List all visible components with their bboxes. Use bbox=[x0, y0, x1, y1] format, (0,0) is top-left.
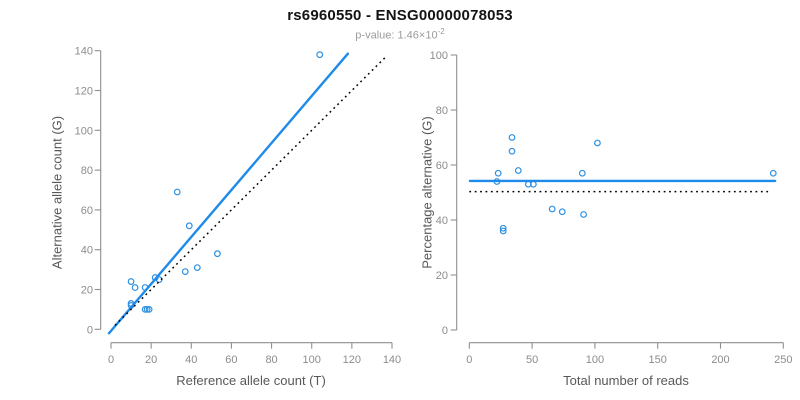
data-point bbox=[213, 250, 221, 258]
y-tick-label: 60 bbox=[436, 160, 448, 172]
data-point bbox=[514, 167, 522, 174]
data-point bbox=[499, 227, 507, 235]
x-tick-label: 100 bbox=[586, 354, 604, 366]
data-point bbox=[499, 224, 507, 232]
x-tick-label: 120 bbox=[343, 354, 361, 366]
p-value-exponent: -2 bbox=[437, 27, 445, 36]
right-plot: 0 20 40 60 80 100 0 50 100 150 200 250 bbox=[430, 50, 793, 366]
identity-line bbox=[114, 56, 387, 326]
y-tick-label: 100 bbox=[430, 50, 448, 62]
y-tick-label: 60 bbox=[81, 205, 93, 217]
data-point bbox=[508, 147, 516, 155]
data-point bbox=[769, 169, 777, 177]
regression-line bbox=[107, 52, 350, 335]
y-tick-label: 140 bbox=[75, 46, 93, 58]
y-tick-label: 120 bbox=[75, 86, 93, 98]
data-point bbox=[145, 306, 153, 313]
x-tick-label: 20 bbox=[145, 354, 157, 366]
data-point bbox=[185, 222, 193, 230]
x-tick-label: 150 bbox=[649, 354, 667, 366]
data-point bbox=[181, 268, 189, 275]
left-plot: 0 20 40 60 80 100 120 140 0 20 40 60 80 100 120 140 bbox=[75, 46, 402, 366]
data-point bbox=[594, 139, 601, 147]
y-tick-label: 20 bbox=[81, 285, 93, 297]
data-point bbox=[578, 169, 586, 177]
data-point bbox=[558, 208, 566, 216]
data-point bbox=[508, 134, 516, 141]
data-point bbox=[141, 306, 149, 313]
x-tick-label: 50 bbox=[526, 354, 538, 366]
data-point bbox=[127, 278, 135, 285]
data-point bbox=[173, 188, 181, 196]
page-title: rs6960550 - ENSG00000078053 bbox=[287, 7, 513, 24]
data-point bbox=[580, 211, 587, 218]
y-tick-label: 80 bbox=[436, 105, 448, 117]
y-tick-label: 80 bbox=[81, 165, 93, 177]
right-x-axis-title: Total number of reads bbox=[563, 373, 689, 388]
x-tick-label: 60 bbox=[225, 354, 237, 366]
data-point bbox=[131, 284, 139, 291]
y-tick-label: 40 bbox=[81, 245, 93, 257]
x-tick-label: 0 bbox=[466, 354, 472, 366]
x-tick-label: 0 bbox=[108, 354, 114, 366]
p-value-subtitle: p-value: 1.46×10-2 bbox=[0, 27, 800, 42]
data-point bbox=[548, 205, 556, 213]
x-tick-label: 40 bbox=[185, 354, 197, 366]
data-point bbox=[316, 51, 324, 59]
x-tick-label: 100 bbox=[303, 354, 321, 366]
y-tick-label: 0 bbox=[442, 325, 448, 337]
left-x-axis-title: Reference allele count (T) bbox=[176, 373, 326, 388]
x-tick-label: 200 bbox=[711, 354, 729, 366]
left-y-axis-title: Alternative allele count (G) bbox=[49, 115, 65, 270]
data-point bbox=[193, 264, 201, 272]
right-y-axis-title: Percentage alternative (G) bbox=[419, 116, 435, 269]
p-value-text: p-value: 1.46×10 bbox=[355, 29, 438, 42]
y-tick-label: 100 bbox=[75, 125, 93, 137]
x-tick-label: 250 bbox=[774, 354, 792, 366]
y-tick-label: 20 bbox=[436, 270, 448, 282]
y-tick-label: 40 bbox=[436, 215, 448, 227]
data-point bbox=[494, 169, 502, 177]
y-tick-label: 0 bbox=[87, 324, 93, 336]
x-tick-label: 140 bbox=[383, 354, 401, 366]
data-point bbox=[143, 306, 151, 313]
x-tick-label: 80 bbox=[265, 354, 277, 366]
